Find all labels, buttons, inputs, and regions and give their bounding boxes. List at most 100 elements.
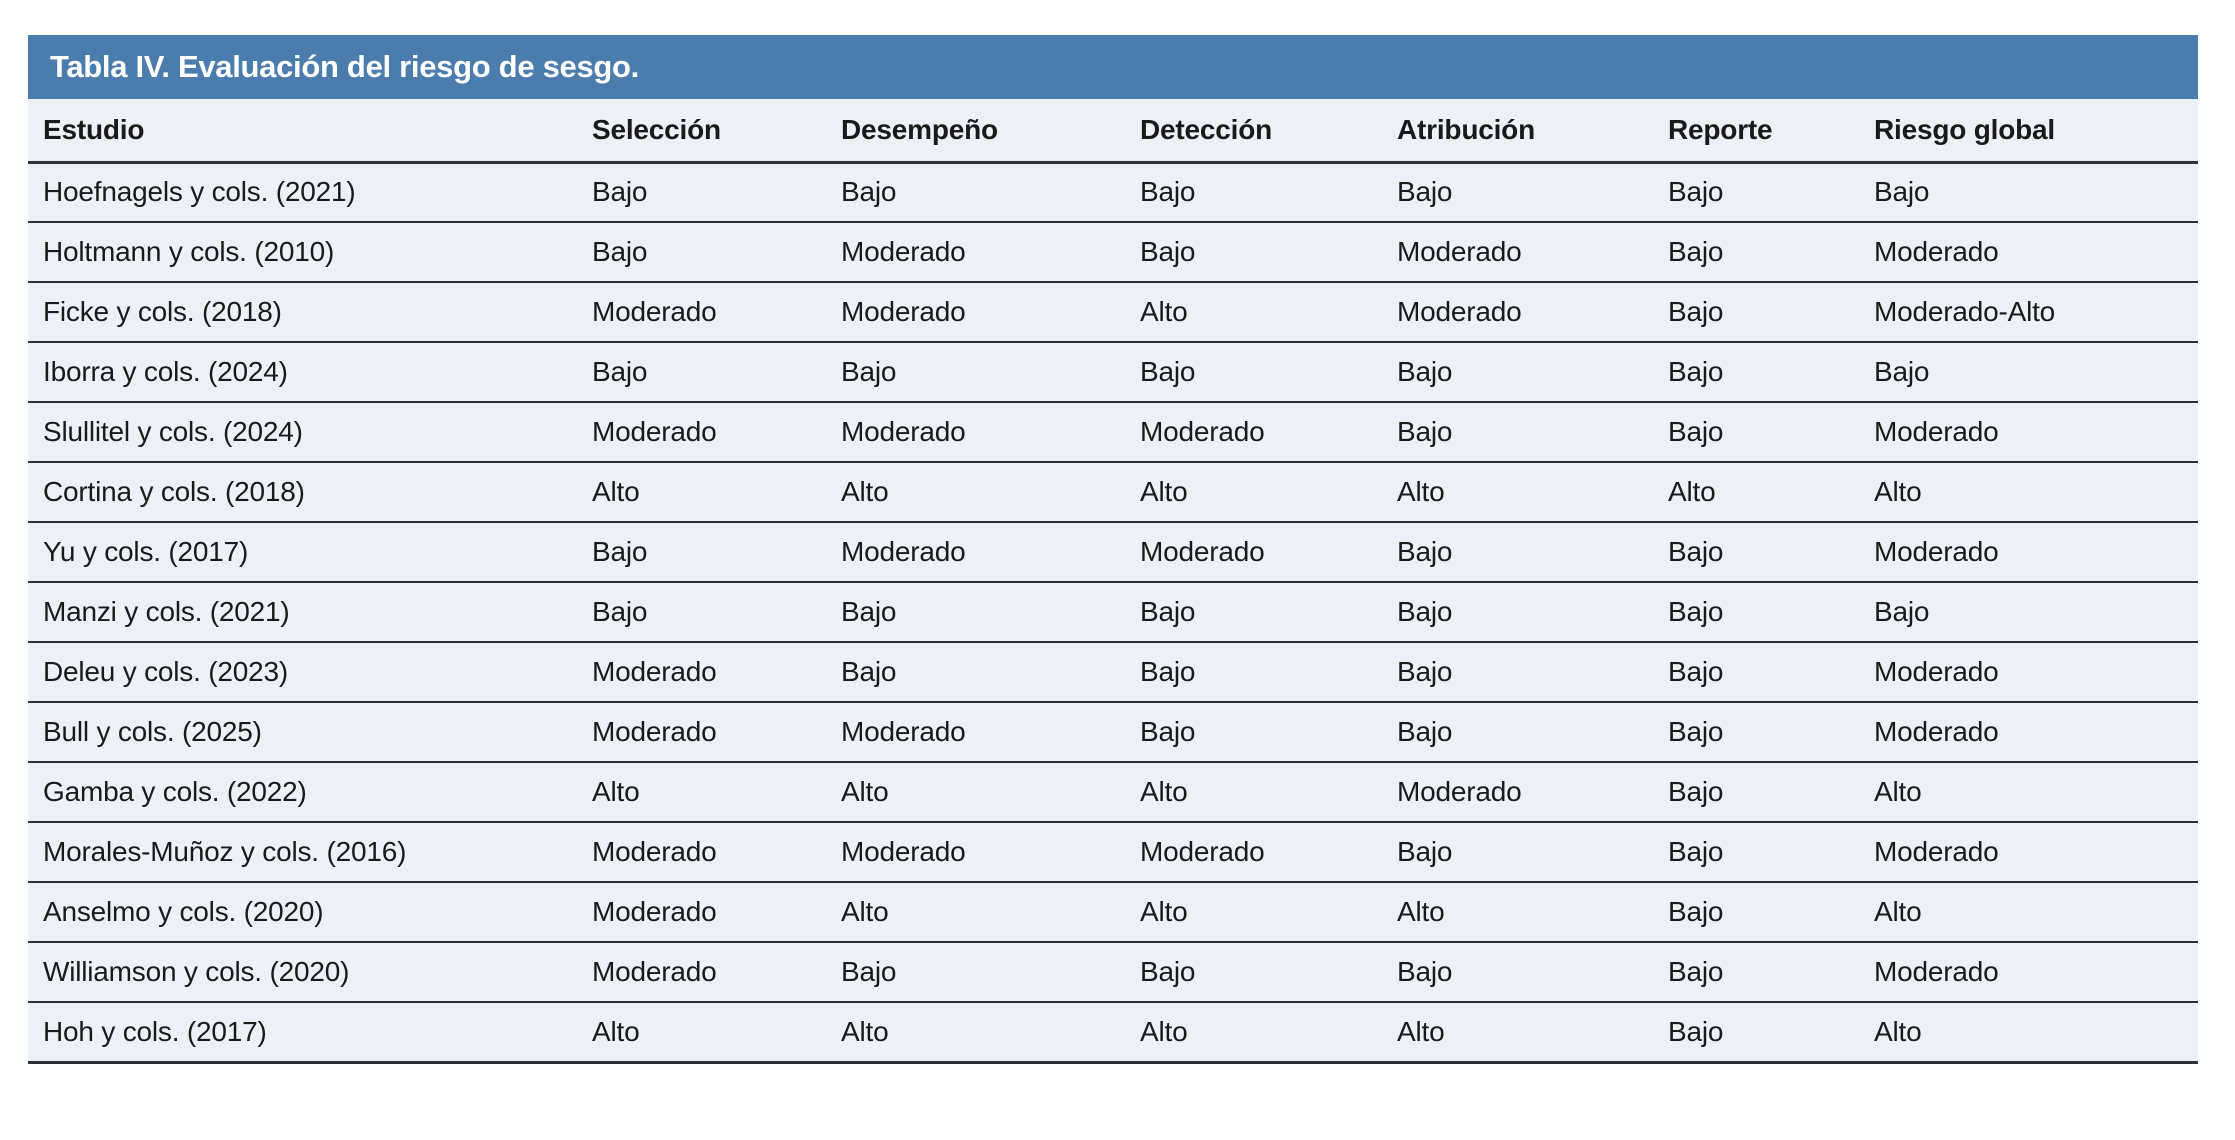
col-header-riesgo-global: Riesgo global [1859,99,2198,164]
deteccion-cell: Alto [1140,1015,1188,1047]
table-row: Manzi y cols. (2021) Bajo Bajo Bajo Bajo… [28,582,2198,642]
atribucion-cell: Moderado [1397,236,1522,267]
desempeno-cell: Moderado [841,296,966,327]
table-row: Iborra y cols. (2024) Bajo Bajo Bajo Baj… [28,342,2198,402]
col-header-desempeno: Desempeño [826,99,1125,164]
atribucion-cell: Bajo [1397,536,1453,567]
seleccion-cell: Bajo [592,236,648,267]
seleccion-cell: Moderado [592,656,717,687]
seleccion-cell: Moderado [592,956,717,987]
study-cell: Hoefnagels y cols. (2021) [43,176,356,208]
table-container: Tabla IV. Evaluación del riesgo de sesgo… [28,35,2198,1064]
reporte-cell: Bajo [1668,296,1724,327]
table-row: Bull y cols. (2025) Moderado Moderado Ba… [28,702,2198,762]
atribucion-cell: Alto [1397,476,1445,507]
atribucion-cell: Bajo [1397,716,1453,747]
study-cell: Anselmo y cols. (2020) [43,896,324,927]
seleccion-cell: Bajo [592,536,648,567]
reporte-cell: Bajo [1668,656,1724,687]
table-row: Deleu y cols. (2023) Moderado Bajo Bajo … [28,642,2198,702]
table-row: Hoh y cols. (2017) Alto Alto Alto Alto B… [28,1002,2198,1062]
deteccion-cell: Alto [1140,476,1188,507]
atribucion-cell: Bajo [1397,656,1453,687]
atribucion-cell: Moderado [1397,296,1522,327]
study-cell: Holtmann y cols. (2010) [43,236,335,267]
atribucion-cell: Bajo [1397,416,1453,447]
deteccion-cell: Bajo [1140,716,1196,747]
seleccion-cell: Alto [592,476,640,507]
desempeno-cell: Alto [841,1015,889,1047]
col-header-deteccion: Detección [1125,99,1382,164]
desempeno-cell: Bajo [841,596,897,627]
riesgo-global-cell: Bajo [1874,596,1930,627]
table-row: Cortina y cols. (2018) Alto Alto Alto Al… [28,462,2198,522]
reporte-cell: Bajo [1668,176,1724,208]
reporte-cell: Bajo [1668,716,1724,747]
riesgo-global-cell: Moderado [1874,956,1999,987]
study-cell: Morales-Muñoz y cols. (2016) [43,836,407,867]
desempeno-cell: Moderado [841,416,966,447]
study-cell: Slullitel y cols. (2024) [43,416,303,447]
table-row: Holtmann y cols. (2010) Bajo Moderado Ba… [28,222,2198,282]
study-cell: Manzi y cols. (2021) [43,596,290,627]
deteccion-cell: Bajo [1140,176,1196,208]
seleccion-cell: Moderado [592,416,717,447]
study-cell: Deleu y cols. (2023) [43,656,289,687]
riesgo-global-cell: Moderado-Alto [1874,296,2056,327]
deteccion-cell: Bajo [1140,656,1196,687]
desempeno-cell: Alto [841,896,889,927]
table-row: Gamba y cols. (2022) Alto Alto Alto Mode… [28,762,2198,822]
desempeno-cell: Alto [841,476,889,507]
desempeno-cell: Bajo [841,956,897,987]
study-cell: Bull y cols. (2025) [43,716,262,747]
riesgo-global-cell: Alto [1874,776,1922,807]
table-row: Hoefnagels y cols. (2021) Bajo Bajo Bajo… [28,162,2198,222]
riesgo-global-cell: Alto [1874,896,1922,927]
seleccion-cell: Alto [592,1015,640,1047]
desempeno-cell: Bajo [841,656,897,687]
deteccion-cell: Bajo [1140,956,1196,987]
deteccion-cell: Bajo [1140,596,1196,627]
reporte-cell: Bajo [1668,836,1724,867]
riesgo-global-cell: Bajo [1874,176,1930,208]
desempeno-cell: Moderado [841,236,966,267]
study-cell: Iborra y cols. (2024) [43,356,288,387]
reporte-cell: Alto [1668,476,1716,507]
seleccion-cell: Bajo [592,596,648,627]
table-row: Ficke y cols. (2018) Moderado Moderado A… [28,282,2198,342]
riesgo-global-cell: Alto [1874,1015,1922,1047]
desempeno-cell: Moderado [841,716,966,747]
deteccion-cell: Moderado [1140,416,1265,447]
atribucion-cell: Bajo [1397,956,1453,987]
atribucion-cell: Bajo [1397,596,1453,627]
study-cell: Ficke y cols. (2018) [43,296,282,327]
desempeno-cell: Bajo [841,356,897,387]
reporte-cell: Bajo [1668,236,1724,267]
riesgo-global-cell: Bajo [1874,356,1930,387]
desempeno-cell: Bajo [841,176,897,208]
desempeno-cell: Moderado [841,536,966,567]
riesgo-global-cell: Moderado [1874,716,1999,747]
risk-of-bias-table: Estudio Selección Desempeño Detección At… [28,99,2198,1064]
study-cell: Williamson y cols. (2020) [43,956,350,987]
study-cell: Hoh y cols. (2017) [43,1015,267,1047]
col-header-seleccion: Selección [577,99,826,164]
seleccion-cell: Moderado [592,836,717,867]
riesgo-global-cell: Moderado [1874,656,1999,687]
atribucion-cell: Alto [1397,1015,1445,1047]
deteccion-cell: Bajo [1140,356,1196,387]
table-row: Slullitel y cols. (2024) Moderado Modera… [28,402,2198,462]
seleccion-cell: Bajo [592,176,648,208]
reporte-cell: Bajo [1668,416,1724,447]
atribucion-cell: Bajo [1397,836,1453,867]
atribucion-cell: Moderado [1397,776,1522,807]
reporte-cell: Bajo [1668,956,1724,987]
deteccion-cell: Bajo [1140,236,1196,267]
reporte-cell: Bajo [1668,536,1724,567]
reporte-cell: Bajo [1668,356,1724,387]
atribucion-cell: Bajo [1397,356,1453,387]
seleccion-cell: Moderado [592,896,717,927]
table-body: Hoefnagels y cols. (2021) Bajo Bajo Bajo… [28,162,2198,1062]
table-row: Yu y cols. (2017) Bajo Moderado Moderado… [28,522,2198,582]
